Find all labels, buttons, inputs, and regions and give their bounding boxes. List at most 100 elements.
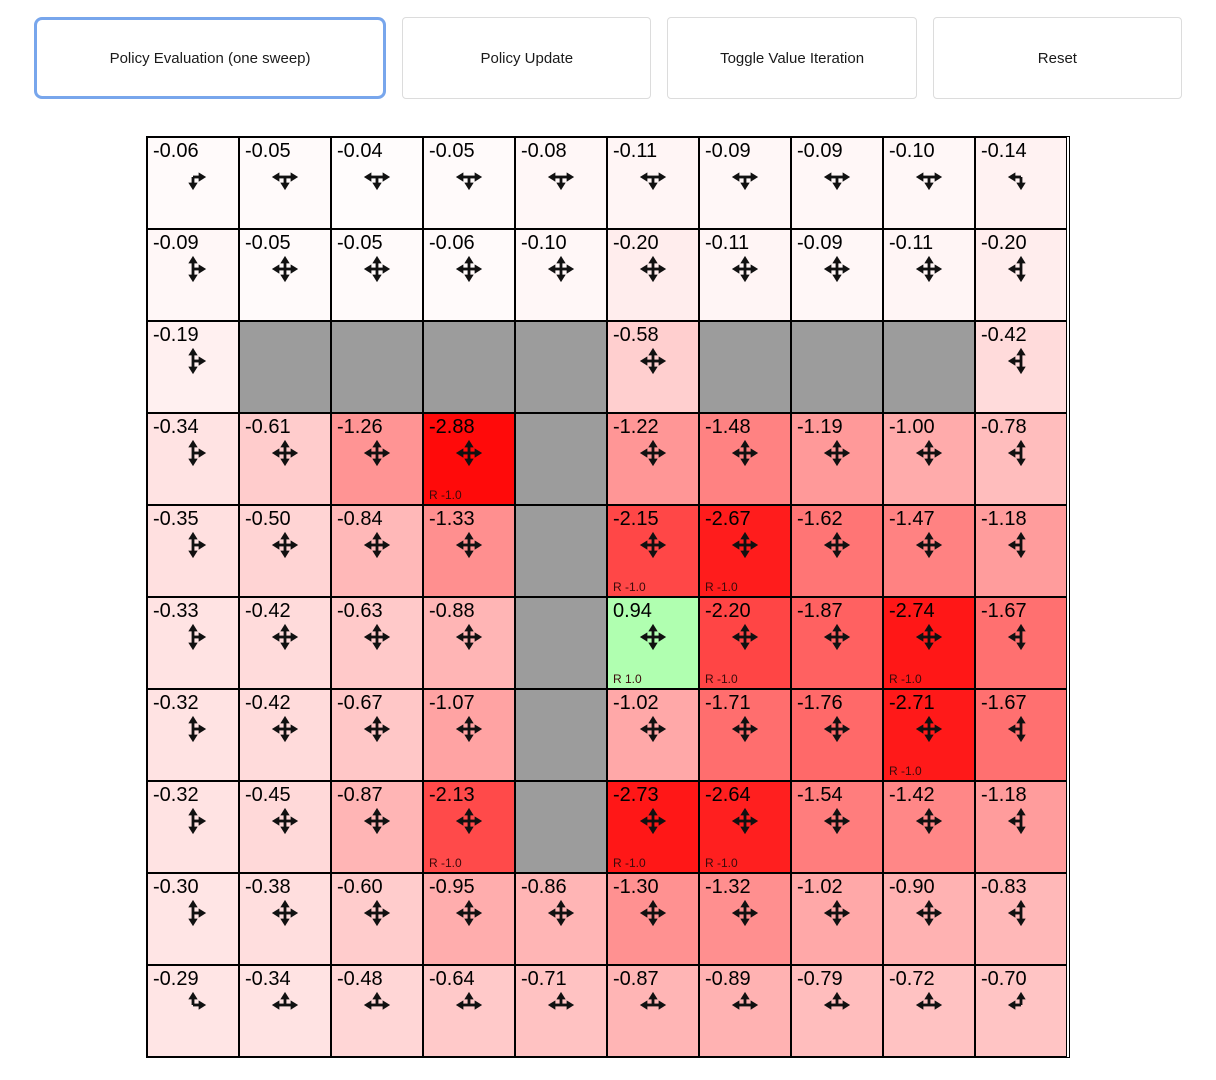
grid-cell[interactable]: -0.58	[607, 321, 699, 413]
grid-cell[interactable]: -0.10	[515, 229, 607, 321]
grid-cell[interactable]: -0.86	[515, 873, 607, 965]
wall-cell[interactable]	[515, 597, 607, 689]
grid-cell[interactable]: -1.26	[331, 413, 423, 505]
grid-cell[interactable]: -2.71 R -1.0	[883, 689, 975, 781]
grid-cell[interactable]: -0.11	[883, 229, 975, 321]
wall-cell[interactable]	[515, 781, 607, 873]
wall-cell[interactable]	[515, 413, 607, 505]
grid-cell[interactable]: -1.42	[883, 781, 975, 873]
grid-cell[interactable]: -0.33	[147, 597, 239, 689]
wall-cell[interactable]	[791, 321, 883, 413]
grid-cell[interactable]: -0.20	[607, 229, 699, 321]
grid-cell[interactable]: -1.18	[975, 781, 1067, 873]
wall-cell[interactable]	[515, 321, 607, 413]
grid-cell[interactable]: -0.48	[331, 965, 423, 1057]
grid-cell[interactable]: -0.50	[239, 505, 331, 597]
grid-cell[interactable]: -0.30	[147, 873, 239, 965]
grid-cell[interactable]: -0.05	[331, 229, 423, 321]
grid-cell[interactable]: -0.06	[147, 137, 239, 229]
grid-cell[interactable]: -0.09	[147, 229, 239, 321]
grid-cell[interactable]: -0.83	[975, 873, 1067, 965]
grid-cell[interactable]: -1.33	[423, 505, 515, 597]
wall-cell[interactable]	[331, 321, 423, 413]
grid-cell[interactable]: -2.73 R -1.0	[607, 781, 699, 873]
grid-cell[interactable]: -0.64	[423, 965, 515, 1057]
grid-cell[interactable]: -0.29	[147, 965, 239, 1057]
grid-cell[interactable]: -1.07	[423, 689, 515, 781]
wall-cell[interactable]	[515, 505, 607, 597]
grid-cell[interactable]: -0.42	[975, 321, 1067, 413]
grid-cell[interactable]: -0.32	[147, 689, 239, 781]
grid-cell[interactable]: -0.90	[883, 873, 975, 965]
grid-cell[interactable]: -2.67 R -1.0	[699, 505, 791, 597]
wall-cell[interactable]	[883, 321, 975, 413]
grid-cell[interactable]: -0.60	[331, 873, 423, 965]
grid-cell[interactable]: -1.71	[699, 689, 791, 781]
grid-cell[interactable]: -0.34	[239, 965, 331, 1057]
grid-cell[interactable]: -0.09	[791, 137, 883, 229]
grid-cell[interactable]: -0.45	[239, 781, 331, 873]
grid-cell[interactable]: -0.09	[699, 137, 791, 229]
grid-cell[interactable]: -0.87	[331, 781, 423, 873]
grid-cell[interactable]: -0.67	[331, 689, 423, 781]
grid-cell[interactable]: -0.05	[239, 137, 331, 229]
grid-cell[interactable]: -0.70	[975, 965, 1067, 1057]
grid-cell[interactable]: -1.76	[791, 689, 883, 781]
grid-cell[interactable]: -0.35	[147, 505, 239, 597]
wall-cell[interactable]	[239, 321, 331, 413]
grid-cell[interactable]: -2.20 R -1.0	[699, 597, 791, 689]
grid-cell[interactable]: -0.05	[423, 137, 515, 229]
grid-cell[interactable]: -0.34	[147, 413, 239, 505]
grid-cell[interactable]: -0.87	[607, 965, 699, 1057]
grid-cell[interactable]: -0.19	[147, 321, 239, 413]
grid-cell[interactable]: -0.11	[607, 137, 699, 229]
grid-cell[interactable]: 0.94 R 1.0	[607, 597, 699, 689]
grid-cell[interactable]: -0.14	[975, 137, 1067, 229]
grid-cell[interactable]: -0.20	[975, 229, 1067, 321]
grid-cell[interactable]: -0.84	[331, 505, 423, 597]
grid-cell[interactable]: -0.79	[791, 965, 883, 1057]
grid-cell[interactable]: -0.78	[975, 413, 1067, 505]
grid-cell[interactable]: -0.09	[791, 229, 883, 321]
grid-cell[interactable]: -0.63	[331, 597, 423, 689]
grid-cell[interactable]: -0.72	[883, 965, 975, 1057]
grid-cell[interactable]: -0.38	[239, 873, 331, 965]
grid-cell[interactable]: -0.42	[239, 689, 331, 781]
grid-cell[interactable]: -0.32	[147, 781, 239, 873]
wall-cell[interactable]	[515, 689, 607, 781]
grid-cell[interactable]: -2.15 R -1.0	[607, 505, 699, 597]
grid-cell[interactable]: -0.71	[515, 965, 607, 1057]
grid-cell[interactable]: -1.54	[791, 781, 883, 873]
grid-cell[interactable]: -2.64 R -1.0	[699, 781, 791, 873]
policy-update-button[interactable]: Policy Update	[402, 17, 652, 99]
grid-cell[interactable]: -1.00	[883, 413, 975, 505]
grid-cell[interactable]: -1.32	[699, 873, 791, 965]
grid-cell[interactable]: -2.74 R -1.0	[883, 597, 975, 689]
grid-cell[interactable]: -1.67	[975, 689, 1067, 781]
grid-cell[interactable]: -0.89	[699, 965, 791, 1057]
grid-cell[interactable]: -1.19	[791, 413, 883, 505]
grid-cell[interactable]: -1.62	[791, 505, 883, 597]
policy-evaluation-button[interactable]: Policy Evaluation (one sweep)	[34, 17, 387, 99]
grid-cell[interactable]: -1.18	[975, 505, 1067, 597]
grid-cell[interactable]: -0.61	[239, 413, 331, 505]
wall-cell[interactable]	[423, 321, 515, 413]
grid-cell[interactable]: -1.02	[791, 873, 883, 965]
grid-cell[interactable]: -1.48	[699, 413, 791, 505]
grid-cell[interactable]: -0.06	[423, 229, 515, 321]
grid-cell[interactable]: -1.02	[607, 689, 699, 781]
wall-cell[interactable]	[699, 321, 791, 413]
grid-cell[interactable]: -0.08	[515, 137, 607, 229]
grid-cell[interactable]: -0.88	[423, 597, 515, 689]
grid-cell[interactable]: -0.04	[331, 137, 423, 229]
grid-cell[interactable]: -1.30	[607, 873, 699, 965]
grid-cell[interactable]: -2.88 R -1.0	[423, 413, 515, 505]
toggle-value-iteration-button[interactable]: Toggle Value Iteration	[667, 17, 917, 99]
grid-cell[interactable]: -1.47	[883, 505, 975, 597]
grid-cell[interactable]: -0.11	[699, 229, 791, 321]
grid-cell[interactable]: -1.67	[975, 597, 1067, 689]
grid-cell[interactable]: -1.87	[791, 597, 883, 689]
reset-button[interactable]: Reset	[932, 17, 1183, 99]
grid-cell[interactable]: -0.42	[239, 597, 331, 689]
grid-cell[interactable]: -0.10	[883, 137, 975, 229]
